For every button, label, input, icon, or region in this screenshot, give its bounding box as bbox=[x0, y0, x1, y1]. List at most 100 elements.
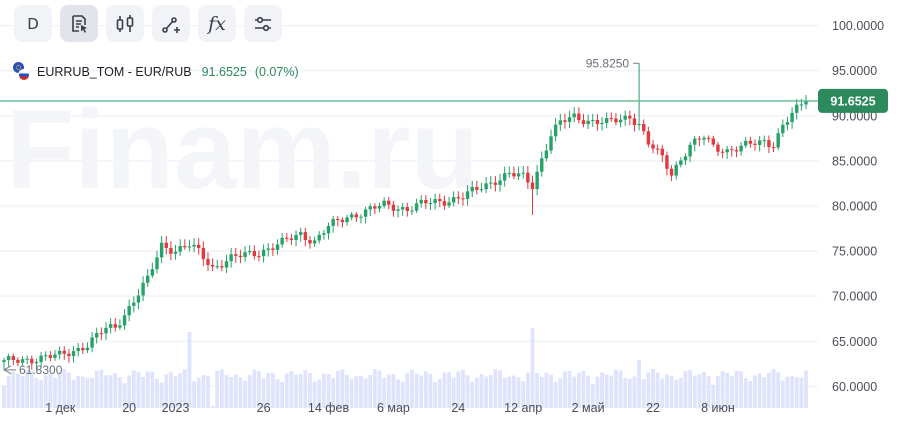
candle bbox=[294, 230, 298, 247]
candle bbox=[744, 136, 748, 149]
settings-button[interactable] bbox=[244, 5, 282, 42]
candle-body bbox=[614, 118, 618, 123]
candle bbox=[558, 113, 563, 132]
volume-bar bbox=[535, 372, 540, 408]
eur-rub-flag-icon bbox=[12, 62, 31, 81]
candle-body bbox=[604, 118, 609, 123]
price-axis[interactable]: 100.000095.000090.000085.000080.000075.0… bbox=[818, 19, 888, 394]
volume-bar bbox=[11, 371, 16, 408]
y-tick-label: 95.0000 bbox=[832, 64, 877, 78]
volume-bar bbox=[757, 373, 762, 408]
volume-bar bbox=[739, 371, 743, 408]
candle-body bbox=[507, 173, 512, 175]
volume-bar bbox=[447, 372, 451, 408]
candle bbox=[275, 239, 280, 255]
candle bbox=[159, 236, 164, 264]
candle bbox=[95, 327, 99, 344]
chart-type-button[interactable] bbox=[106, 5, 144, 42]
volume-bar bbox=[479, 373, 484, 408]
indicators-button[interactable]: fx bbox=[198, 5, 236, 42]
candle bbox=[312, 236, 317, 247]
volume-bar bbox=[39, 380, 43, 408]
candle bbox=[512, 166, 516, 180]
candle-body bbox=[790, 112, 794, 123]
volume-bar bbox=[76, 375, 81, 408]
candle-body bbox=[164, 242, 168, 248]
volume-bar bbox=[637, 360, 642, 408]
candle bbox=[618, 114, 623, 128]
price-change-label: (0.07%) bbox=[254, 64, 299, 79]
volume-bar bbox=[790, 376, 794, 408]
volume-bar bbox=[433, 382, 438, 408]
volume-bar bbox=[414, 373, 419, 408]
volume-bar bbox=[600, 372, 604, 408]
candle-body bbox=[57, 350, 62, 355]
volume-bar bbox=[465, 375, 470, 408]
chart-toolbar: D fx bbox=[14, 5, 282, 42]
volume-bar bbox=[113, 372, 118, 408]
candle bbox=[549, 129, 553, 154]
volume-bar bbox=[428, 373, 433, 408]
candle bbox=[303, 227, 308, 247]
chart-settings-button[interactable] bbox=[60, 5, 98, 42]
time-axis[interactable]: 1 дек 20 2023 26 14 фев 6 мар 24 12 апр 2 май 22 8… bbox=[45, 401, 735, 415]
candle bbox=[642, 119, 646, 135]
candle-body bbox=[414, 203, 419, 211]
candle bbox=[535, 164, 539, 196]
candle bbox=[530, 175, 535, 216]
volume-bar bbox=[563, 371, 567, 408]
candle-body bbox=[799, 104, 804, 106]
candle-body bbox=[581, 120, 586, 125]
candle-body bbox=[600, 122, 604, 125]
candle-body bbox=[266, 248, 270, 250]
candle bbox=[298, 227, 303, 242]
candle bbox=[345, 214, 349, 226]
volume-bar bbox=[312, 381, 317, 408]
candle-body bbox=[201, 247, 206, 260]
volume-bar bbox=[363, 378, 368, 408]
candle-body bbox=[628, 115, 632, 119]
x-tick-label: 20 bbox=[122, 401, 136, 415]
x-tick-label: 6 мар bbox=[377, 401, 410, 415]
candle bbox=[753, 139, 757, 151]
volume-bar bbox=[382, 377, 387, 408]
volume-bar bbox=[683, 370, 688, 408]
candle bbox=[604, 112, 609, 129]
candle bbox=[234, 247, 238, 263]
volume-bar bbox=[210, 406, 215, 408]
volume-bar bbox=[461, 369, 465, 408]
candle bbox=[67, 348, 71, 363]
candle bbox=[419, 195, 423, 208]
candle bbox=[289, 233, 294, 246]
volume-bar bbox=[706, 376, 711, 408]
volume-bar bbox=[326, 373, 331, 408]
candle-body bbox=[465, 191, 470, 199]
y-tick-label: 60.0000 bbox=[832, 380, 877, 394]
candle-body bbox=[683, 156, 688, 161]
volume-bar bbox=[688, 370, 693, 408]
volume-bar bbox=[655, 372, 660, 408]
volume-bar bbox=[90, 377, 94, 408]
candle bbox=[470, 180, 474, 198]
volume-bar bbox=[716, 375, 720, 408]
interval-button[interactable]: D bbox=[14, 5, 52, 42]
candle bbox=[646, 126, 651, 148]
candle-body bbox=[470, 187, 474, 192]
candle bbox=[540, 151, 544, 177]
candle bbox=[336, 216, 340, 227]
drawing-tools-button[interactable] bbox=[152, 5, 190, 42]
candle bbox=[683, 153, 688, 165]
candle bbox=[553, 118, 558, 142]
candle-body bbox=[95, 333, 99, 338]
symbol-label[interactable]: EURRUB_TOM - EUR/RUB bbox=[37, 64, 192, 79]
candle-body bbox=[753, 143, 757, 145]
candle-body bbox=[34, 362, 39, 364]
candle-body bbox=[312, 240, 317, 244]
volume-bar bbox=[720, 371, 725, 408]
volume-bar bbox=[196, 377, 201, 408]
candle-body bbox=[368, 206, 372, 210]
candle-body bbox=[720, 151, 725, 153]
candle-body bbox=[382, 200, 386, 206]
